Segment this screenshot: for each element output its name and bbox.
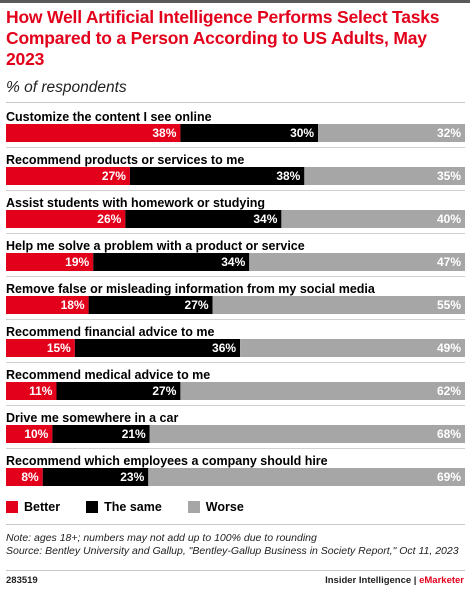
category-label: Recommend financial advice to me	[6, 325, 214, 339]
bar-segment-the-same	[74, 339, 241, 357]
note-text: Note: ages 18+; numbers may not add up t…	[6, 532, 317, 544]
bar-segment-the-same	[52, 425, 150, 443]
brand-separator: |	[411, 575, 420, 586]
legend-swatch-worse	[187, 501, 200, 513]
legend-swatch-better	[6, 501, 18, 513]
bar-segment-the-same	[88, 296, 213, 314]
bar-segment-better	[6, 124, 181, 142]
bar-segment-better	[6, 339, 75, 357]
bar-segment-worse	[304, 167, 465, 185]
footer-divider	[6, 570, 465, 571]
bar-segment-worse	[318, 124, 465, 142]
bar-segment-worse	[281, 210, 465, 228]
bar-segment-better	[6, 296, 89, 314]
data-label: 32%	[437, 126, 461, 140]
bar-segment-better	[6, 468, 43, 486]
legend-swatch-same	[86, 501, 99, 513]
data-label: 55%	[437, 298, 461, 312]
data-label: 36%	[212, 341, 236, 355]
bar-segment-worse	[212, 296, 465, 314]
source-text: Source: Bentley University and Gallup, "…	[6, 544, 459, 557]
data-label: 27%	[152, 384, 176, 398]
bar-segment-worse	[240, 339, 465, 357]
bar-segment-better	[6, 382, 57, 400]
data-label: 69%	[437, 470, 461, 484]
brand-credit: Insider Intelligence | eMarketer	[325, 575, 464, 587]
legend-label-worse: Worse	[205, 500, 244, 514]
data-label: 38%	[152, 126, 176, 140]
bar-segment-the-same	[125, 210, 282, 228]
bar-segment-the-same	[93, 253, 250, 271]
category-label: Drive me somewhere in a car	[6, 411, 178, 425]
brand-name: Insider Intelligence	[325, 575, 412, 586]
data-label: 21%	[122, 427, 146, 441]
footer: 283519 Insider Intelligence | eMarketer	[6, 575, 464, 587]
legend-label-same: The same	[104, 500, 162, 514]
bar-segment-worse	[249, 253, 465, 271]
legend: Better The same Worse	[6, 499, 270, 515]
data-label: 40%	[437, 212, 461, 226]
data-label: 35%	[437, 169, 461, 183]
data-label: 68%	[437, 427, 461, 441]
bar-segment-the-same	[180, 124, 319, 142]
category-label: Recommend products or services to me	[6, 153, 244, 167]
data-label: 23%	[120, 470, 144, 484]
category-label: Customize the content I see online	[6, 110, 212, 124]
chart-title: How Well Artificial Intelligence Perform…	[6, 7, 440, 69]
bar-segment-better	[6, 210, 126, 228]
data-label: 30%	[290, 126, 314, 140]
header-divider	[6, 102, 465, 103]
stacked-bar-chart: Customize the content I see online 38% 30%…	[6, 110, 466, 486]
category-label: Remove false or misleading information f…	[6, 282, 376, 296]
data-label: 34%	[253, 212, 277, 226]
data-label: 10%	[24, 427, 48, 441]
bar-segment-better	[6, 253, 94, 271]
chart-id: 283519	[6, 575, 38, 586]
notes-divider	[6, 524, 465, 525]
data-label: 62%	[437, 384, 461, 398]
data-label: 8%	[21, 470, 39, 484]
data-label: 47%	[437, 255, 461, 269]
notes: Note: ages 18+; numbers may not add up t…	[6, 532, 464, 557]
data-label: 18%	[61, 298, 85, 312]
bar-segment-worse	[180, 382, 466, 400]
bar-segment-worse	[148, 468, 466, 486]
category-label: Recommend which employees a company shou…	[6, 454, 328, 468]
top-rule	[0, 0, 470, 3]
data-label: 27%	[102, 169, 126, 183]
bar-segment-the-same	[42, 468, 149, 486]
data-label: 15%	[47, 341, 71, 355]
chart-subtitle: % of respondents	[6, 79, 127, 96]
bar-segment-the-same	[129, 167, 305, 185]
data-label: 27%	[185, 298, 209, 312]
bar-segment-better	[6, 167, 130, 185]
category-label: Recommend medical advice to me	[6, 368, 210, 382]
data-label: 26%	[97, 212, 121, 226]
data-label: 34%	[221, 255, 245, 269]
legend-item-same: The same	[86, 500, 162, 514]
data-label: 49%	[437, 341, 461, 355]
brand-accent: eMarketer	[419, 575, 464, 586]
data-label: 11%	[29, 384, 53, 398]
legend-item-better: Better	[6, 500, 60, 514]
data-label: 38%	[276, 169, 300, 183]
data-label: 19%	[65, 255, 89, 269]
legend-item-worse: Worse	[187, 500, 244, 514]
legend-label-better: Better	[24, 500, 61, 514]
bar-segment-the-same	[56, 382, 181, 400]
category-label: Assist students with homework or studyin…	[6, 196, 265, 210]
bar-segment-worse	[149, 425, 466, 443]
category-label: Help me solve a problem with a product o…	[6, 239, 305, 253]
bar-segment-better	[6, 425, 53, 443]
